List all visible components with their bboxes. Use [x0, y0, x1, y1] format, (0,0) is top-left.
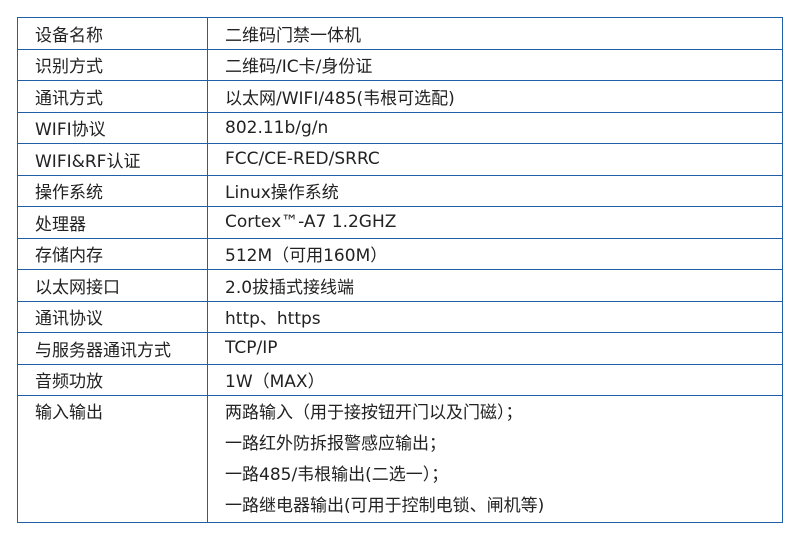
spec-value: 二维码/IC卡/身份证 — [207, 48, 783, 81]
table-row: 操作系统 Linux操作系统 — [17, 174, 783, 207]
spec-label: 处理器 — [17, 206, 208, 239]
io-line: 一路485/韦根输出(二选一）； — [225, 465, 449, 485]
table-row: 通讯方式 以太网/WIFI/485(韦根可选配) — [17, 80, 783, 113]
spec-label: 以太网接口 — [17, 269, 208, 302]
spec-value: 2.0拔插式接线端 — [207, 269, 783, 302]
spec-label: 存储内存 — [17, 237, 208, 270]
spec-label: 通讯方式 — [17, 80, 208, 113]
spec-label: 设备名称 — [17, 17, 208, 50]
spec-value: 两路输入（用于接按钮开门以及门磁）； 一路红外防拆报警感应输出； 一路485/韦根输… — [207, 395, 783, 523]
table-row: 输入输出 两路输入（用于接按钮开门以及门磁）； 一路红外防拆报警感应输出； 一路485… — [17, 395, 783, 523]
spec-label: WIFI&RF认证 — [17, 143, 208, 176]
spec-label: WIFI协议 — [17, 111, 208, 144]
table-row: 处理器 Cortex™-A7 1.2GHZ — [17, 206, 783, 239]
spec-value: http、https — [207, 300, 783, 333]
spec-label: 识别方式 — [17, 48, 208, 81]
spec-value: FCC/CE-RED/SRRC — [207, 143, 783, 176]
table-row: WIFI协议 802.11b/g/n — [17, 111, 783, 144]
spec-value: Cortex™-A7 1.2GHZ — [207, 206, 783, 239]
spec-label: 输入输出 — [17, 395, 208, 523]
io-line: 一路红外防拆报警感应输出； — [225, 434, 446, 454]
spec-value: 1W（MAX） — [207, 363, 783, 396]
table-row: 设备名称 二维码门禁一体机 — [17, 17, 783, 50]
table-row: 与服务器通讯方式 TCP/IP — [17, 332, 783, 365]
spec-label: 音频功放 — [17, 363, 208, 396]
table-row: 通讯协议 http、https — [17, 300, 783, 333]
spec-label: 与服务器通讯方式 — [17, 332, 208, 365]
table-row: 存储内存 512M（可用160M） — [17, 237, 783, 270]
spec-label: 操作系统 — [17, 174, 208, 207]
spec-table: 设备名称 二维码门禁一体机 识别方式 二维码/IC卡/身份证 通讯方式 以太网/WIFI/… — [17, 17, 783, 523]
table-row: WIFI&RF认证 FCC/CE-RED/SRRC — [17, 143, 783, 176]
spec-value: 802.11b/g/n — [207, 111, 783, 144]
spec-value: Linux操作系统 — [207, 174, 783, 207]
table-row: 识别方式 二维码/IC卡/身份证 — [17, 48, 783, 81]
spec-value: 二维码门禁一体机 — [207, 17, 783, 50]
spec-label: 通讯协议 — [17, 300, 208, 333]
spec-value: TCP/IP — [207, 332, 783, 365]
spec-value: 以太网/WIFI/485(韦根可选配) — [207, 80, 783, 113]
io-line: 两路输入（用于接按钮开门以及门磁）； — [225, 403, 523, 423]
table-row: 以太网接口 2.0拔插式接线端 — [17, 269, 783, 302]
table-row: 音频功放 1W（MAX） — [17, 363, 783, 396]
io-line: 一路继电器输出(可用于控制电锁、闸机等) — [225, 496, 545, 516]
io-label: 输入输出 — [35, 403, 103, 423]
spec-value: 512M（可用160M） — [207, 237, 783, 270]
